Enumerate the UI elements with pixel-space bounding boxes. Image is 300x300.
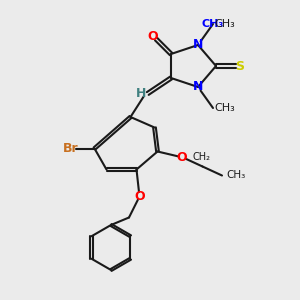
Text: CH₃: CH₃ — [202, 19, 224, 29]
Text: S: S — [236, 59, 244, 73]
Text: CH₂: CH₂ — [193, 152, 211, 162]
Text: CH₃: CH₃ — [214, 103, 235, 113]
Text: H: H — [136, 86, 146, 100]
Text: N: N — [193, 80, 203, 94]
Text: O: O — [148, 29, 158, 43]
Text: Br: Br — [63, 142, 78, 155]
Text: O: O — [176, 151, 187, 164]
Text: O: O — [134, 190, 145, 203]
Text: CH₃: CH₃ — [226, 170, 246, 181]
Text: CH₃: CH₃ — [214, 19, 235, 29]
Text: N: N — [193, 38, 203, 52]
